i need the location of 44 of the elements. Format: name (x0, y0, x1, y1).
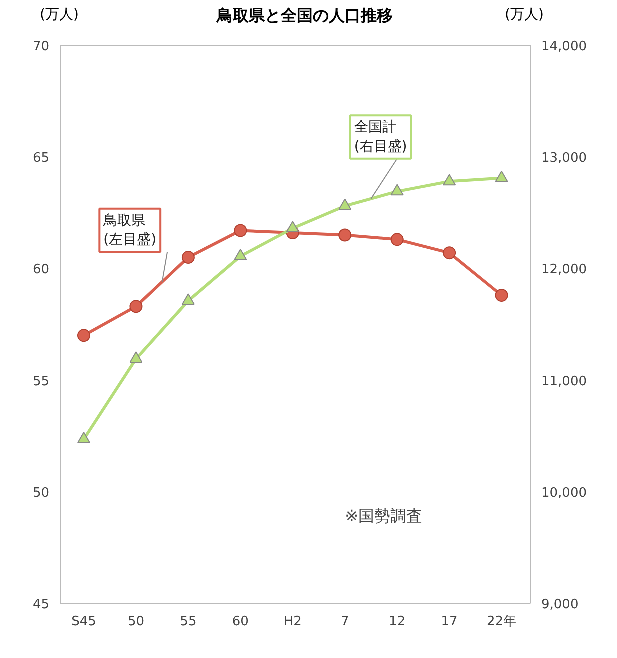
point (182, 293, 195, 305)
x-tick-label: 12 (389, 614, 406, 630)
point (78, 329, 90, 342)
y2-tick-label: 13,000 (542, 150, 587, 166)
point (390, 233, 404, 246)
y2-tick-label: 10,000 (542, 486, 587, 501)
point (182, 250, 195, 264)
point (78, 432, 90, 444)
point (130, 352, 143, 363)
y-tick-label: 55 (32, 374, 50, 390)
point (338, 198, 352, 210)
point (234, 248, 248, 260)
point (234, 224, 248, 238)
point (338, 228, 352, 242)
point (130, 300, 143, 313)
x-tick-label: 50 (128, 614, 144, 630)
point (495, 288, 508, 302)
x-tick-label: 7 (340, 614, 350, 630)
point (443, 246, 456, 260)
x-tick-label: S45 (72, 614, 96, 630)
y2-axis-title: (万人) (505, 6, 544, 25)
point (390, 184, 404, 196)
chart-title: 鳥取県と全国の人口推移 (217, 5, 393, 27)
y-tick-label: 70 (32, 39, 50, 54)
y2-tick-label: 14,000 (542, 39, 587, 54)
point (495, 170, 508, 182)
x-tick-label: 22年 (487, 614, 517, 630)
y-tick-label: 45 (32, 597, 50, 612)
point (286, 220, 300, 232)
y2-tick-label: 9,000 (542, 597, 579, 612)
y-tick-label: 50 (32, 486, 50, 501)
x-tick-label: 60 (232, 614, 249, 630)
y2-tick-label: 11,000 (542, 374, 587, 390)
y2-tick-label: 12,000 (542, 262, 587, 278)
annotation: ※国勢調査 (345, 506, 423, 526)
x-tick-label: 55 (180, 614, 197, 630)
x-tick-label: H2 (284, 614, 302, 630)
text: 全国計 (右目盛) (354, 120, 408, 155)
x-tick-label: 17 (441, 614, 458, 630)
y-tick-label: 60 (32, 262, 50, 278)
y-tick-label: 65 (32, 150, 50, 166)
point (443, 174, 456, 186)
y-axis-title: (万人) (40, 6, 79, 25)
series-label: 鳥取県 (左目盛) (102, 212, 157, 248)
